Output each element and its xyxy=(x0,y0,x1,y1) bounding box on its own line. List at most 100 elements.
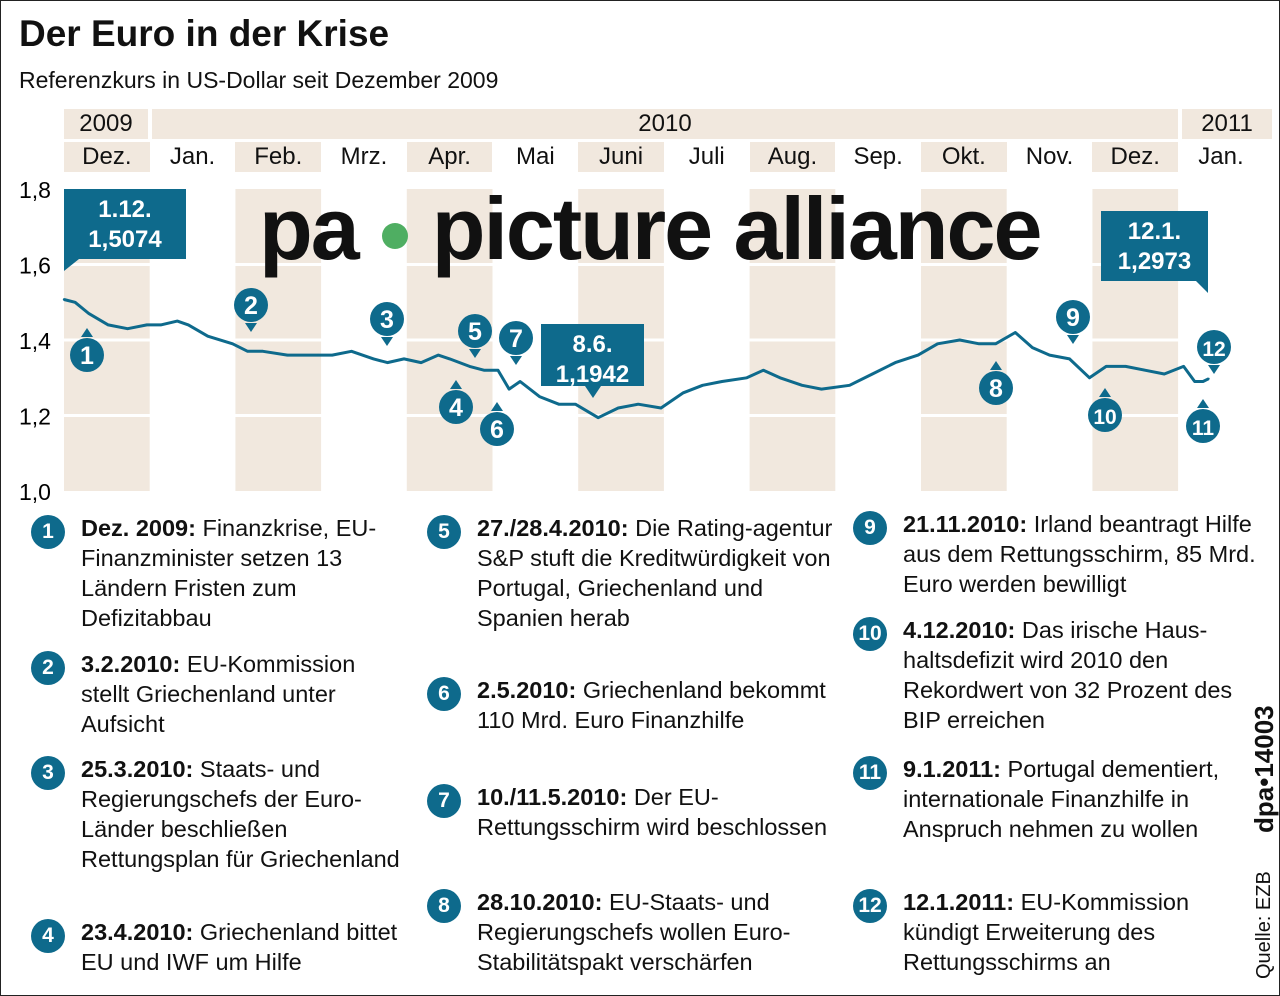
legend-number: 1 xyxy=(31,515,65,549)
month-label: Dez. xyxy=(1092,142,1179,172)
credit-label: dpa•14003 xyxy=(1249,705,1279,833)
marker-number: 3 xyxy=(380,306,394,334)
legend-number: 3 xyxy=(31,756,65,790)
data-point xyxy=(231,342,234,345)
legend-date: 10./11.5.2010: xyxy=(477,784,628,810)
marker-pointer xyxy=(1067,335,1079,344)
event-marker xyxy=(234,288,268,322)
legend-item: 12 12.1.2011: EU-Kommission kündigt Erwei… xyxy=(853,887,1263,977)
watermark-text: picture alliance xyxy=(431,179,1043,278)
callout-pointer xyxy=(1196,281,1208,293)
event-marker xyxy=(1088,398,1122,432)
data-point xyxy=(1068,357,1071,361)
data-point xyxy=(350,350,353,353)
data-point xyxy=(261,350,265,353)
legend-text: Griechenland bittet EU und IWF um Hilfe xyxy=(81,919,398,975)
y-tick-label: 1,8 xyxy=(19,177,51,203)
month-label: Mai xyxy=(516,143,555,170)
month-label: Okt. xyxy=(921,142,1007,172)
data-point xyxy=(574,402,577,406)
legend-number: 2 xyxy=(31,651,65,685)
marker-pointer xyxy=(1197,399,1209,408)
event-marker xyxy=(1197,330,1231,364)
data-point xyxy=(871,372,874,376)
data-point xyxy=(894,361,897,364)
marker-pointer xyxy=(510,356,522,365)
data-point xyxy=(616,406,620,410)
year-label: 2010 xyxy=(152,109,1178,139)
marker-pointer xyxy=(469,349,481,358)
page-title: Der Euro in der Krise xyxy=(19,13,390,54)
legend-date: 28.10.2010: xyxy=(477,889,603,915)
series-line xyxy=(63,298,1210,420)
marker-pointer xyxy=(1099,388,1111,397)
legend-date: 12.1.2011: xyxy=(903,889,1015,915)
legend-text: Der EU-Rettungsschirm wird beschlossen xyxy=(477,784,828,840)
data-point xyxy=(402,357,406,361)
data-point xyxy=(187,323,190,327)
legend-date: 25.3.2010: xyxy=(81,756,194,782)
marker-pointer xyxy=(1208,365,1220,374)
data-point xyxy=(745,376,749,379)
legend-text: EU-Staats- und Regierungschefs wollen Eu… xyxy=(477,889,791,975)
marker-number: 11 xyxy=(1192,417,1215,440)
marker-pointer xyxy=(245,323,257,332)
legend-item: 5 27./28.4.2010: Die Rating-agentur S&P s… xyxy=(427,513,837,633)
callout-value: 1,5074 xyxy=(88,226,162,253)
data-point xyxy=(330,353,334,357)
callout-box xyxy=(541,324,644,386)
data-point xyxy=(372,357,375,361)
legend-item: 6 2.5.2010: Griechenland bekommt 110 Mrd.… xyxy=(427,675,837,735)
legend-date: 3.2.2010: xyxy=(81,651,181,677)
month-label: Apr. xyxy=(406,142,493,172)
data-point xyxy=(659,406,663,410)
marker-pointer xyxy=(491,402,503,411)
data-point xyxy=(145,323,149,327)
marker-number: 6 xyxy=(490,416,504,444)
legend-date: 21.11.2010: xyxy=(903,511,1028,537)
legend-number: 8 xyxy=(427,889,461,923)
legend-date: 4.12.2010: xyxy=(903,617,1016,643)
data-point xyxy=(701,384,704,387)
data-point xyxy=(1143,369,1147,372)
data-point xyxy=(448,357,451,361)
data-point xyxy=(636,402,640,406)
legend-item: 8 28.10.2010: EU-Staats- und Regierungsch… xyxy=(427,887,837,977)
data-point xyxy=(1124,365,1127,368)
data-point xyxy=(994,342,997,345)
data-point xyxy=(246,350,249,353)
data-point xyxy=(206,335,209,338)
data-point xyxy=(1201,380,1205,383)
data-point xyxy=(820,387,823,391)
legend-item: 3 25.3.2010: Staats- und Regierungschefs … xyxy=(31,754,401,874)
data-point xyxy=(73,301,77,304)
legend-item: 10 4.12.2010: Das irische Haus-haltsdefiz… xyxy=(853,615,1263,735)
data-point xyxy=(1031,346,1034,349)
event-marker xyxy=(979,371,1013,405)
callout-date: 12.1. xyxy=(1128,218,1181,245)
legend-date: 2.5.2010: xyxy=(477,677,577,703)
event-marker xyxy=(499,321,533,355)
data-point xyxy=(778,376,782,379)
legend-number: 9 xyxy=(853,511,887,545)
month-label: Feb. xyxy=(235,142,322,172)
event-marker xyxy=(480,412,514,446)
data-point xyxy=(916,353,920,357)
y-tick-label: 1,2 xyxy=(19,404,51,430)
data-point xyxy=(286,353,289,357)
data-point xyxy=(682,391,685,395)
month-label: Mrz. xyxy=(340,143,388,170)
y-tick-label: 1,4 xyxy=(19,328,51,354)
marker-number: 7 xyxy=(509,325,523,353)
legend-text: Irland beantragt Hilfe aus dem Rettungss… xyxy=(903,511,1256,597)
legend-item: 11 9.1.2011: Portugal dementiert, interna… xyxy=(853,754,1263,844)
legend-item: 2 3.2.2010: EU-Kommission stellt Griechen… xyxy=(31,649,401,739)
marker-pointer xyxy=(450,380,462,389)
legend-number: 7 xyxy=(427,784,461,818)
callout-value: 1,1942 xyxy=(556,361,629,388)
callout-date: 8.6. xyxy=(572,331,612,358)
legend-text: Die Rating-agentur S&P stuft die Kreditw… xyxy=(477,515,833,631)
subtitle: Referenzkurs in US-Dollar seit Dezember … xyxy=(19,67,499,93)
marker-number: 2 xyxy=(244,292,258,320)
